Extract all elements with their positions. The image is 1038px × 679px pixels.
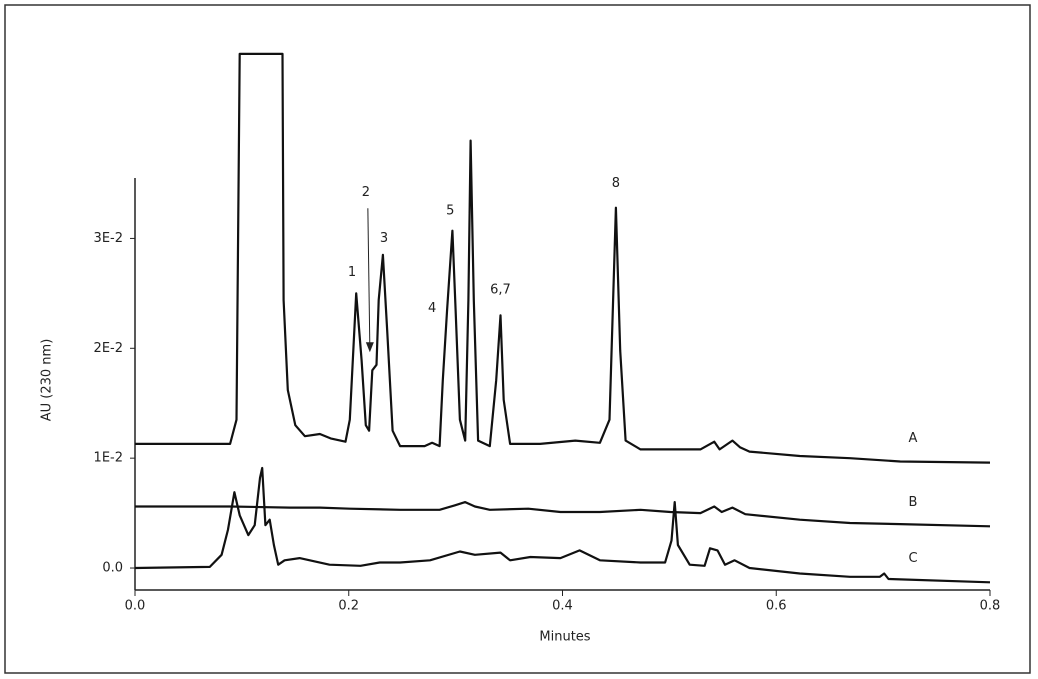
y-tick-label: 0.0	[102, 561, 123, 576]
y-tick-label: 2E-2	[94, 341, 123, 356]
peak-label: 1	[348, 265, 356, 280]
arrow-shaft	[367, 208, 371, 349]
x-tick-label: 0.2	[338, 599, 359, 614]
x-tick-label: 0.8	[980, 599, 1001, 614]
peak-label: 3	[380, 231, 388, 246]
series-line	[135, 501, 991, 528]
peak-label: 2	[362, 185, 370, 200]
series-line	[134, 466, 991, 584]
x-tick-label: 0.6	[766, 599, 787, 614]
x-tick-label: 0.0	[125, 599, 146, 614]
peak-label: 6,7	[490, 283, 511, 298]
frame	[4, 4, 1031, 674]
x-axis-label: Minutes	[539, 630, 590, 645]
series-label: A	[909, 431, 918, 446]
y-tick-label: 3E-2	[94, 231, 123, 246]
y-tick-label: 1E-2	[94, 451, 123, 466]
x-tick-label: 0.4	[552, 599, 573, 614]
series-label: B	[909, 495, 918, 510]
peak-label: 5	[446, 203, 454, 218]
peak-label: 8	[612, 176, 620, 191]
arrow-head	[365, 342, 374, 353]
peak-label: 4	[428, 301, 436, 316]
series-label: C	[908, 551, 917, 566]
y-axis-label: AU (230 nm)	[40, 339, 55, 422]
series-line	[135, 52, 991, 464]
